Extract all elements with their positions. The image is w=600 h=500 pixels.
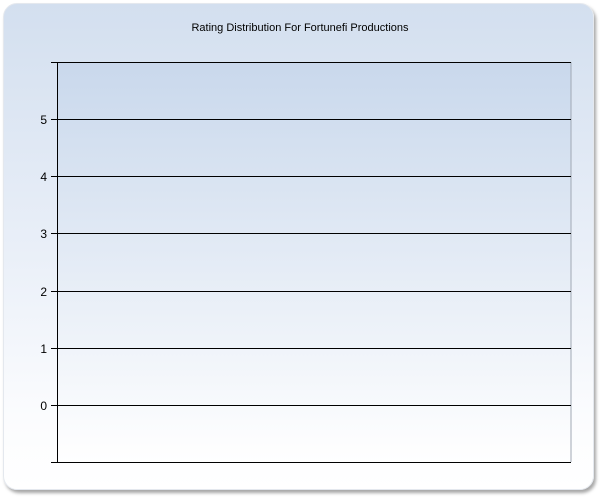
y-tick-label: 1 (40, 342, 47, 356)
y-tick-label: 4 (40, 170, 47, 184)
y-tick-label: 5 (40, 113, 47, 127)
y-tick-label: 2 (40, 285, 47, 299)
chart-title: Rating Distribution For Fortunefi Produc… (191, 22, 409, 34)
y-tick-label: 3 (40, 227, 47, 241)
plot-area (57, 62, 571, 462)
y-tick-label: 0 (40, 399, 47, 413)
